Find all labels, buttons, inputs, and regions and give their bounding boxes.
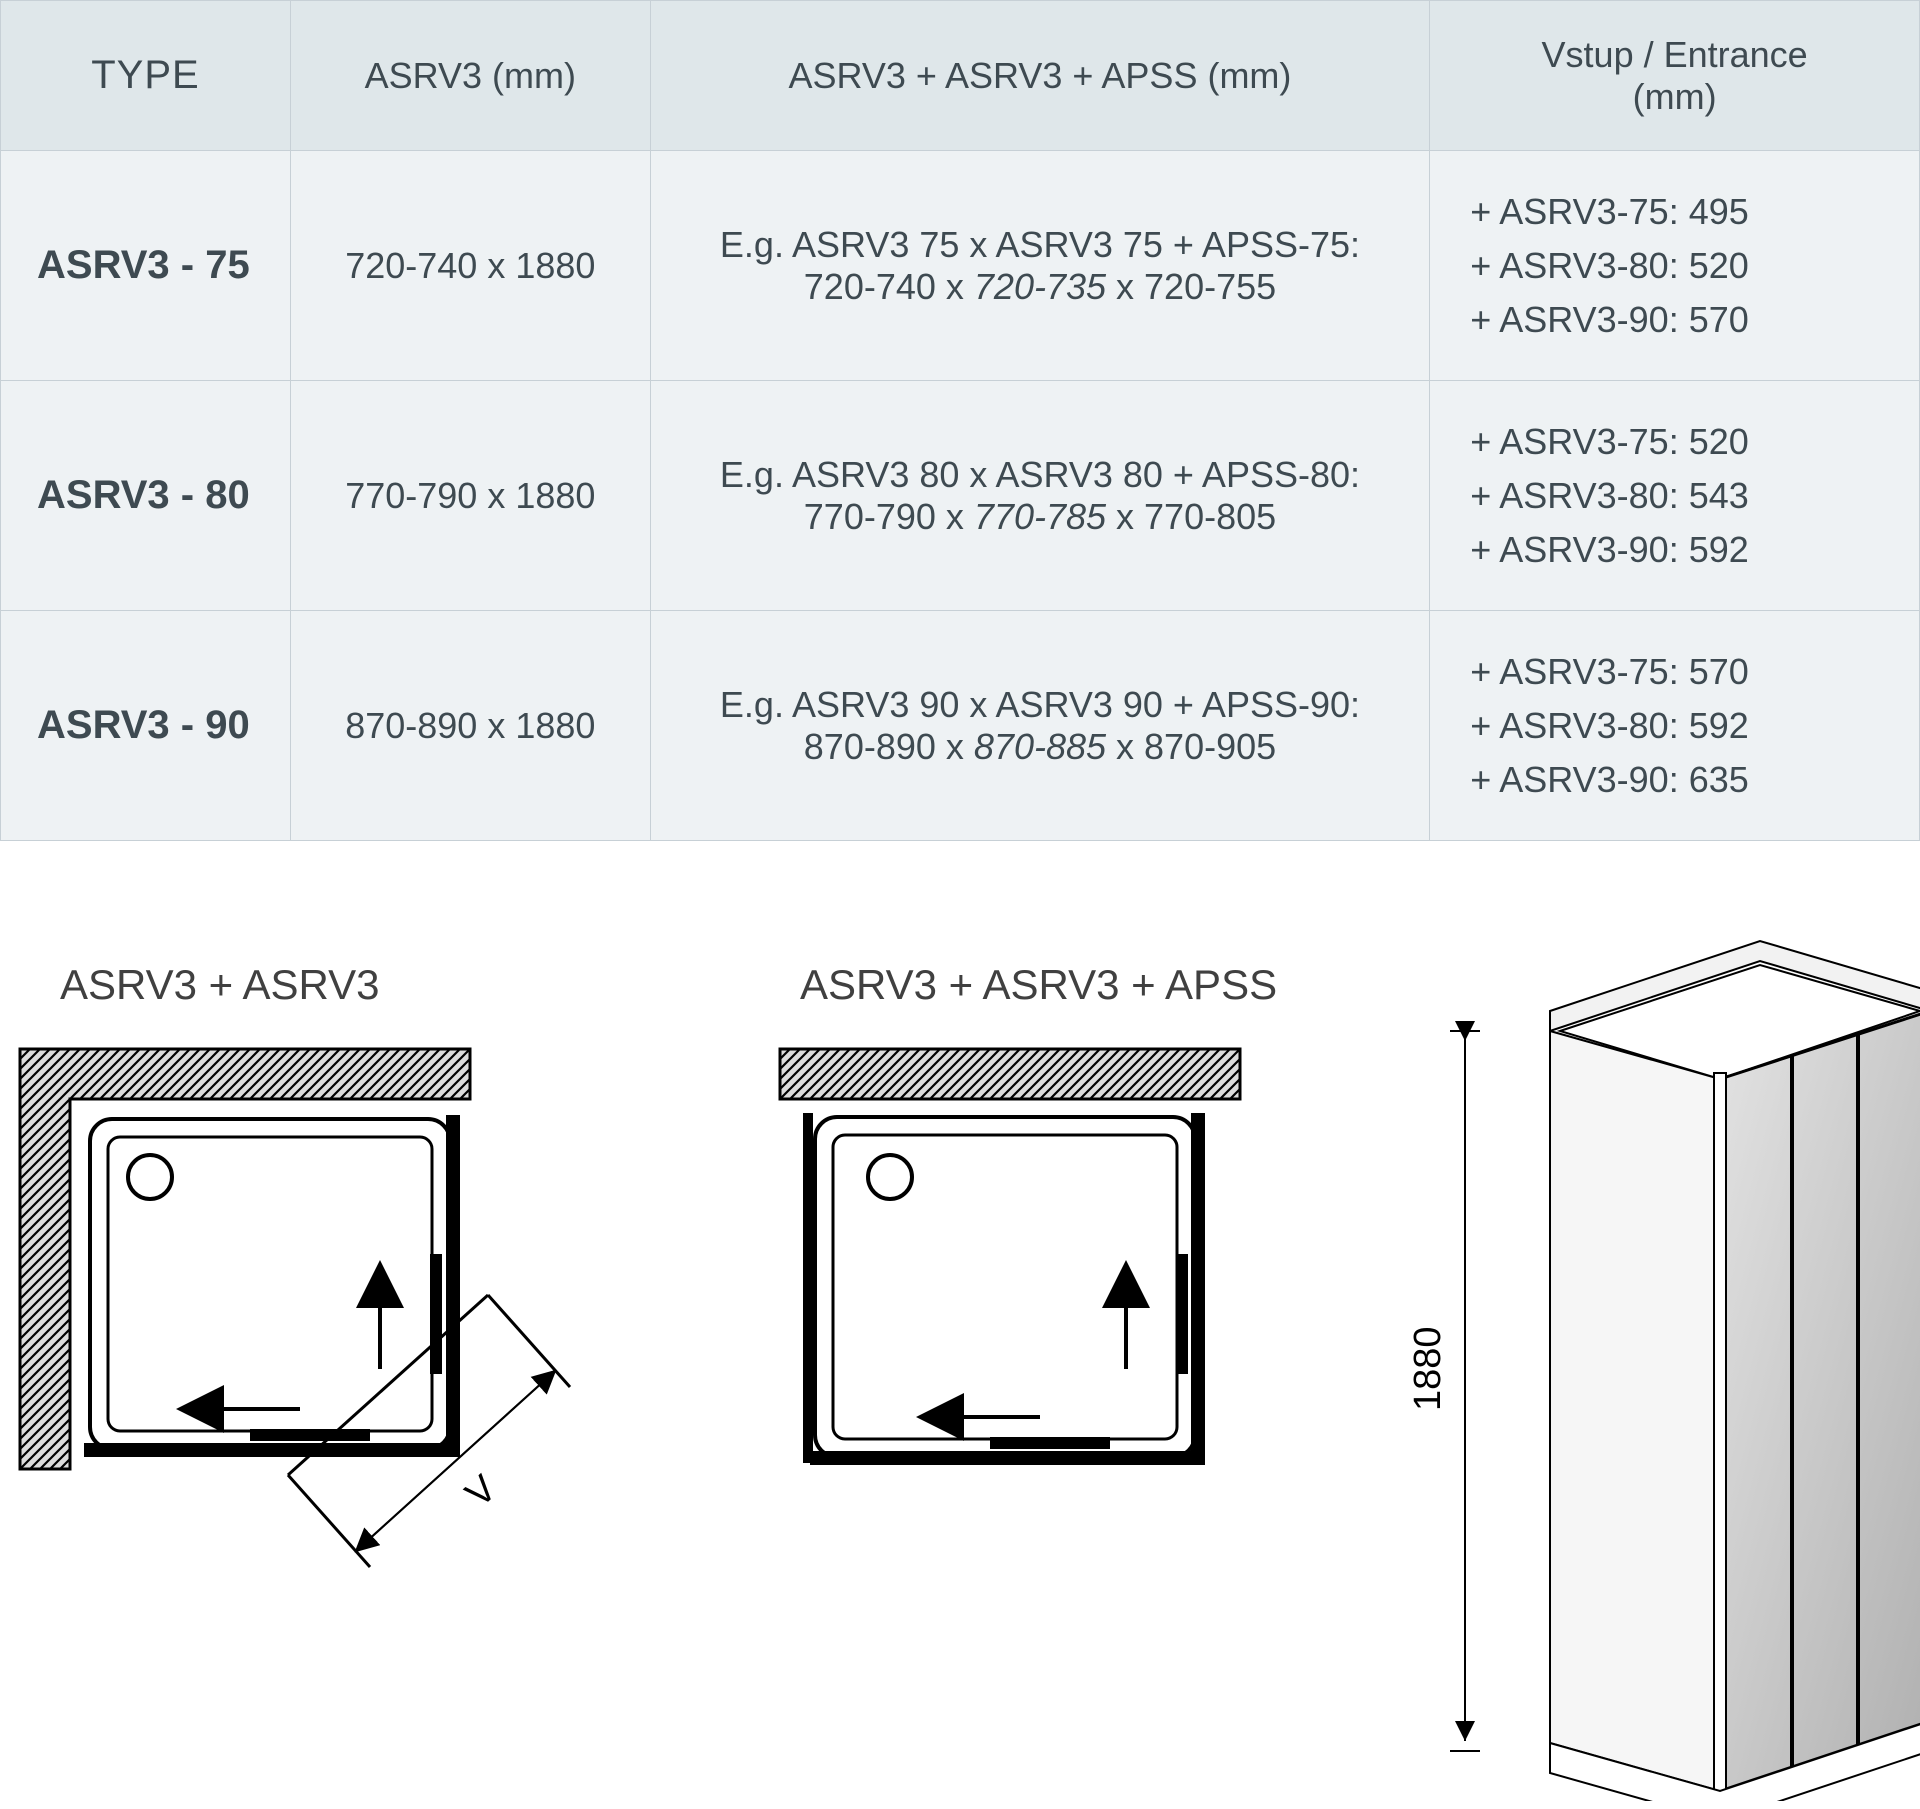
dim-cell: 720-740 x 1880: [290, 151, 650, 381]
plan1-title: ASRV3 + ASRV3: [60, 961, 380, 1009]
table-row: ASRV3 - 75720-740 x 1880E.g. ASRV3 75 x …: [1, 151, 1920, 381]
type-cell: ASRV3 - 75: [1, 151, 291, 381]
entrance-cell: + ASRV3-75: 570+ ASRV3-80: 592+ ASRV3-90…: [1430, 611, 1920, 841]
type-cell: ASRV3 - 80: [1, 381, 291, 611]
combo-cell: E.g. ASRV3 80 x ASRV3 80 + APSS-80:770-7…: [650, 381, 1429, 611]
col-header-type: TYPE: [1, 1, 291, 151]
table-row: ASRV3 - 80770-790 x 1880E.g. ASRV3 80 x …: [1, 381, 1920, 611]
combo-cell: E.g. ASRV3 75 x ASRV3 75 + APSS-75:720-7…: [650, 151, 1429, 381]
dim-cell: 770-790 x 1880: [290, 381, 650, 611]
plan2-svg: [740, 1039, 1300, 1559]
type-cell: ASRV3 - 90: [1, 611, 291, 841]
plan-diagram-wall: ASRV3 + ASRV3 + APSS: [740, 961, 1300, 1559]
table-row: ASRV3 - 90870-890 x 1880E.g. ASRV3 90 x …: [1, 611, 1920, 841]
spec-table: TYPE ASRV3 (mm) ASRV3 + ASRV3 + APSS (mm…: [0, 0, 1920, 841]
entrance-cell: + ASRV3-75: 520+ ASRV3-80: 543+ ASRV3-90…: [1430, 381, 1920, 611]
plan-diagram-corner: ASRV3 + ASRV3: [0, 961, 700, 1659]
dim-cell: 870-890 x 1880: [290, 611, 650, 841]
plan1-svg: V: [0, 1039, 700, 1659]
v-label: V: [458, 1467, 505, 1516]
plan2-title: ASRV3 + ASRV3 + APSS: [800, 961, 1277, 1009]
iso-svg: 1880: [1340, 881, 1920, 1801]
entrance-cell: + ASRV3-75: 495+ ASRV3-80: 520+ ASRV3-90…: [1430, 151, 1920, 381]
col-header-entrance: Vstup / Entrance(mm): [1430, 1, 1920, 151]
combo-cell: E.g. ASRV3 90 x ASRV3 90 + APSS-90:870-8…: [650, 611, 1429, 841]
isometric-diagram: 1880: [1340, 881, 1920, 1801]
iso-height-label: 1880: [1407, 1326, 1449, 1411]
col-header-dim: ASRV3 (mm): [290, 1, 650, 151]
col-header-combo: ASRV3 + ASRV3 + APSS (mm): [650, 1, 1429, 151]
